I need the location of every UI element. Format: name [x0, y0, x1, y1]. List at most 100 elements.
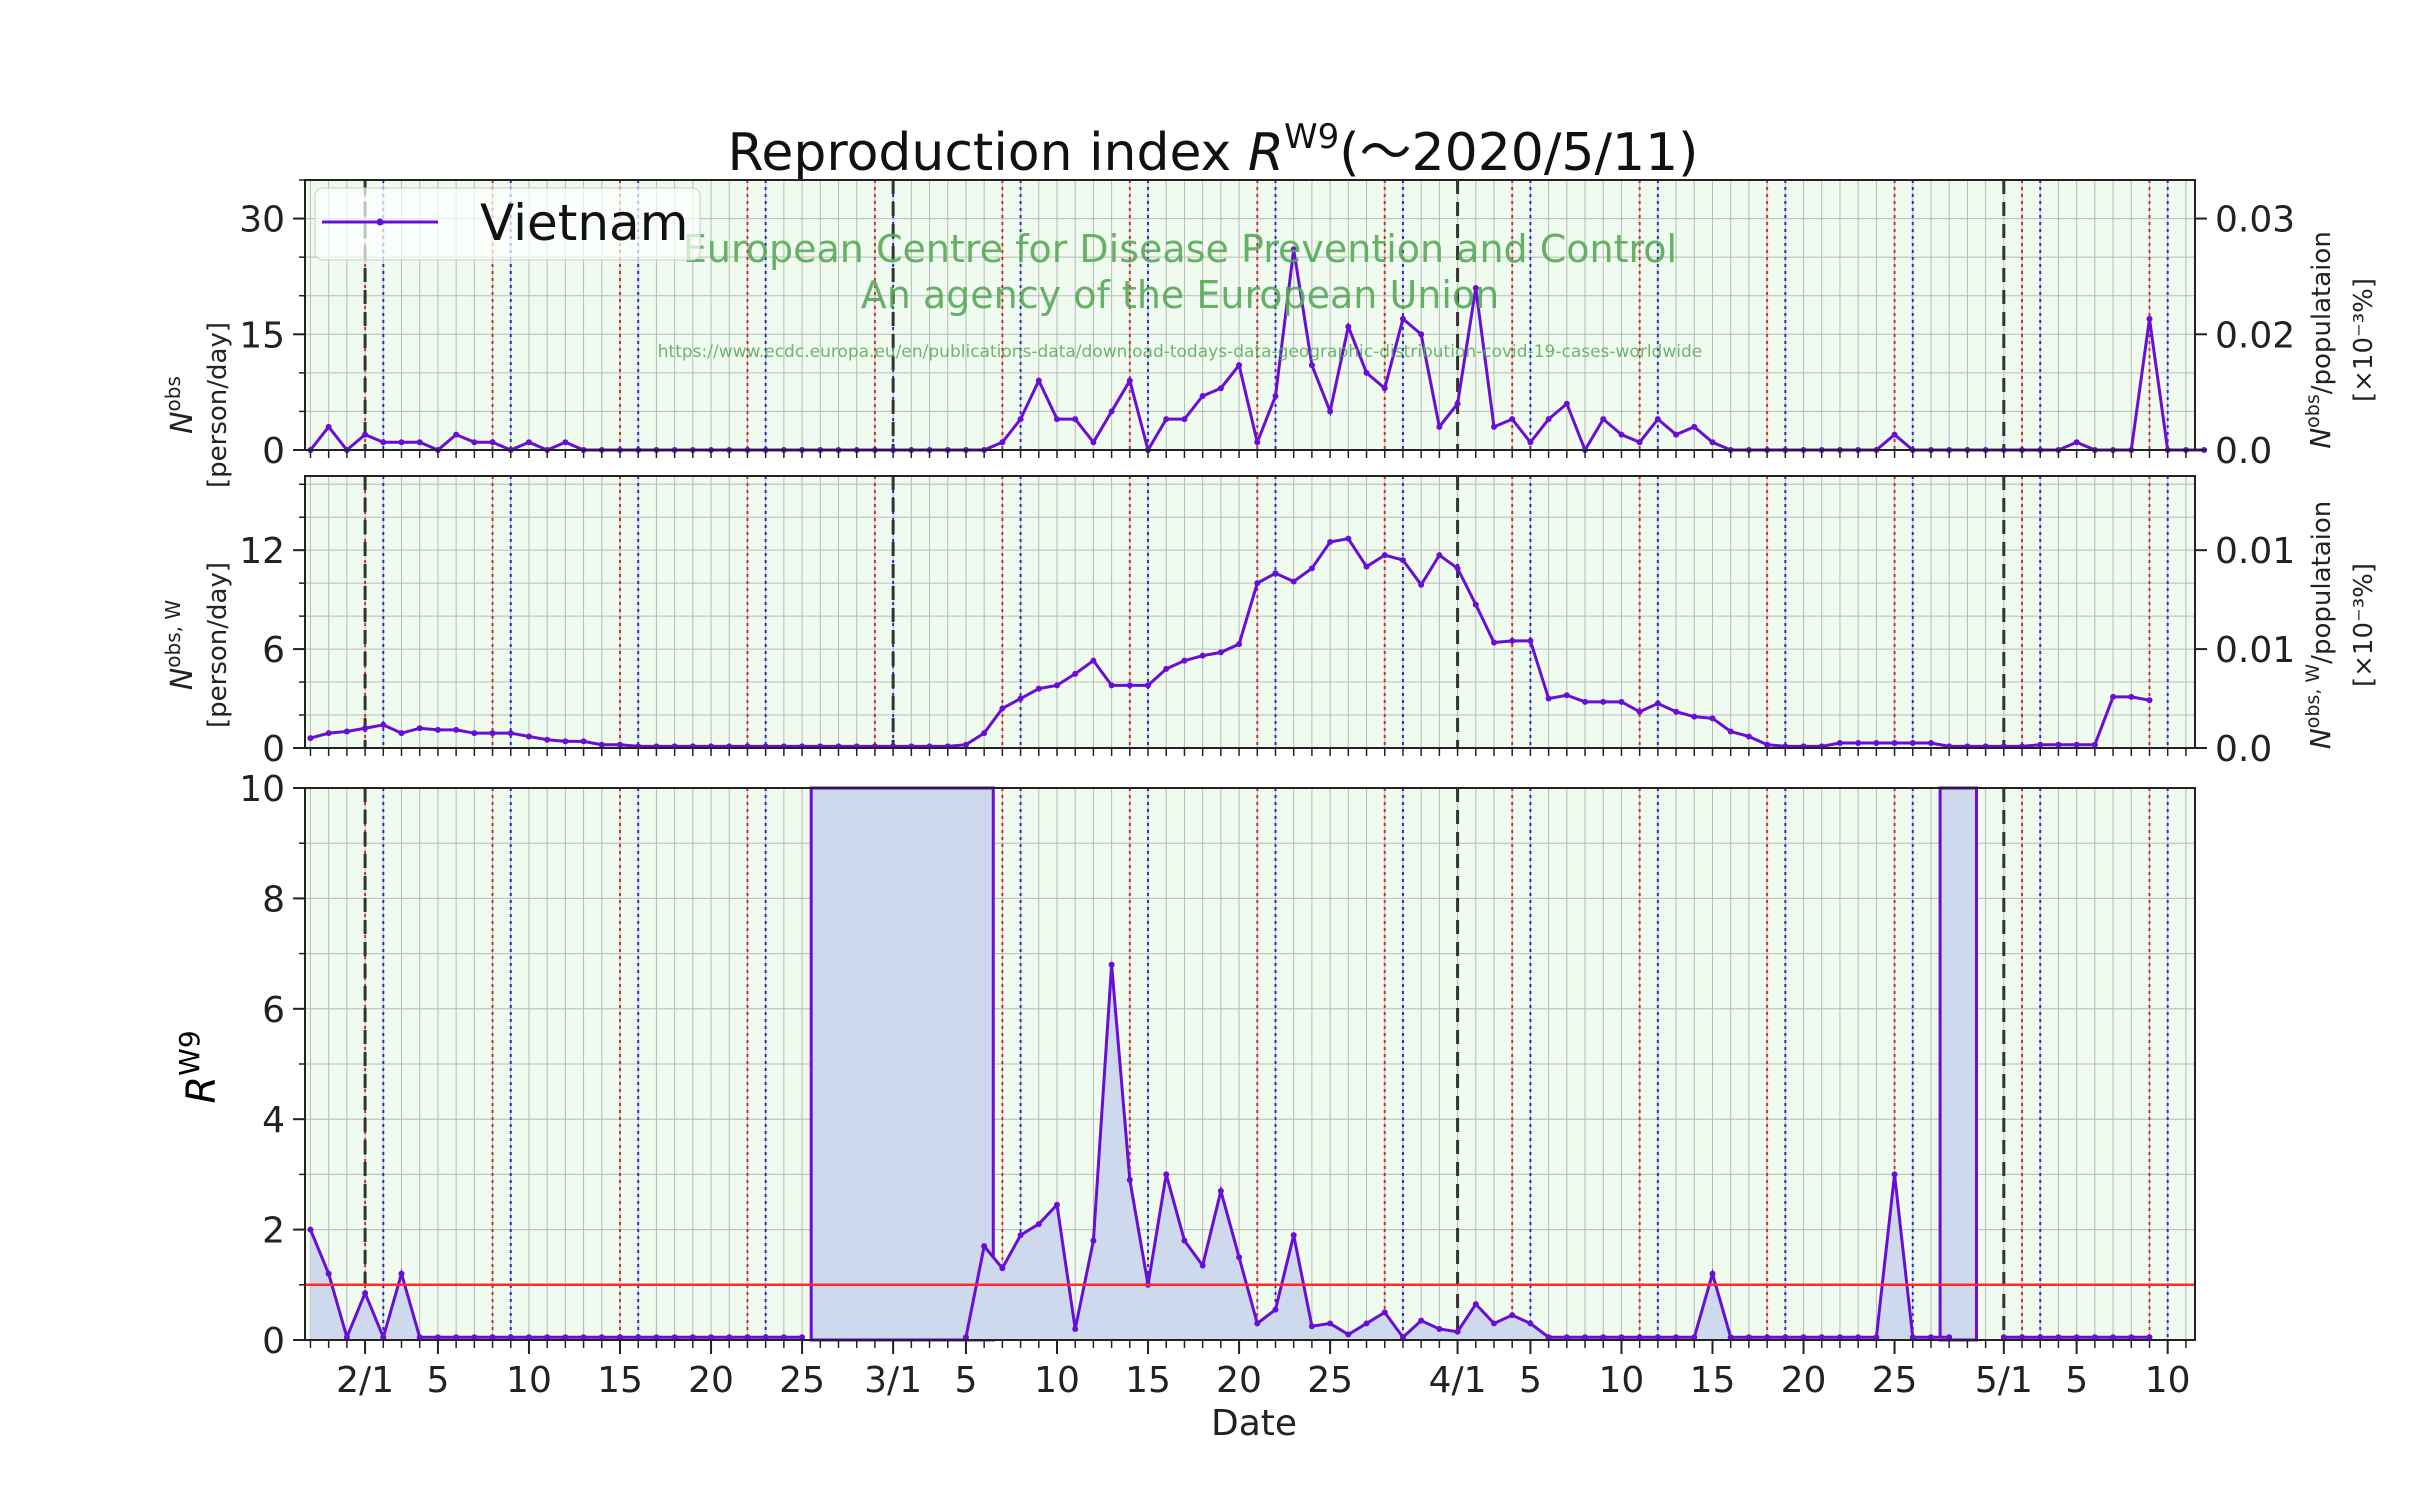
data-point: [1090, 657, 1097, 664]
data-point: [489, 1334, 496, 1341]
x-tick-label: 15: [1125, 1360, 1171, 1401]
data-point: [1399, 1334, 1406, 1341]
data-point: [1472, 285, 1479, 291]
data-point: [598, 1334, 605, 1341]
data-point: [1290, 1232, 1297, 1239]
data-point: [1217, 1187, 1224, 1194]
data-point: [1072, 1325, 1079, 1332]
data-point: [1764, 1334, 1771, 1341]
mid-y2label-unit: [×10⁻³%]: [2349, 563, 2379, 687]
data-point: [1709, 439, 1716, 446]
top-ylabel-unit: [person/day]: [203, 322, 233, 488]
y2-tick-label: 0.02: [2215, 315, 2295, 356]
data-point: [1399, 315, 1406, 322]
x-tick-label: 25: [1872, 1360, 1918, 1401]
weekly-average-panel: 0 6 12 0.0 0.01 0.01: [239, 475, 2295, 770]
data-point: [453, 1334, 460, 1341]
data-point: [2146, 697, 2153, 704]
data-point: [562, 1334, 569, 1341]
data-point: [471, 439, 478, 446]
data-point: [1254, 439, 1261, 446]
top-ylabel: Nobs: [161, 376, 200, 434]
data-point: [1345, 323, 1352, 330]
data-point: [1418, 1317, 1425, 1324]
data-point: [1691, 713, 1698, 720]
data-point: [1181, 657, 1188, 664]
y-tick-label: 10: [239, 769, 285, 810]
y-tick-label: 2: [262, 1211, 285, 1252]
data-point: [1509, 637, 1516, 644]
data-point: [434, 1334, 441, 1341]
x-tick-label: 10: [2145, 1360, 2191, 1401]
y-tick-label: 15: [239, 315, 285, 356]
data-point: [617, 1334, 623, 1341]
data-point: [1563, 692, 1570, 699]
data-point: [453, 431, 460, 438]
data-point: [780, 1334, 787, 1341]
data-point: [1545, 695, 1552, 702]
data-point: [1927, 740, 1934, 747]
data-point: [1582, 698, 1589, 705]
data-point: [1490, 639, 1497, 646]
data-point: [1381, 1309, 1388, 1316]
x-tick-label: 20: [1781, 1360, 1827, 1401]
data-point: [1600, 416, 1607, 423]
legend-label: Vietnam: [480, 194, 688, 252]
data-point: [598, 741, 605, 748]
data-point: [1472, 601, 1479, 608]
data-point: [726, 1334, 733, 1341]
axis-labels: Nobs [person/day] Nobs, W [person/day] R…: [161, 231, 2379, 1444]
data-point: [1017, 1232, 1024, 1239]
x-tick-label: 10: [1599, 1360, 1645, 1401]
data-point: [1199, 1262, 1206, 1269]
data-point: [307, 735, 314, 742]
data-point: [1927, 1334, 1934, 1341]
data-point: [1181, 1237, 1188, 1244]
x-tick-label: 2/1: [336, 1360, 394, 1401]
plot-frame: [304, 475, 2196, 749]
data-point: [1527, 637, 1534, 644]
data-point: [1600, 698, 1607, 705]
data-point: [799, 1334, 806, 1341]
data-point: [1236, 1254, 1243, 1261]
x-tick-label: 10: [506, 1360, 552, 1401]
data-point: [1108, 408, 1115, 415]
data-point: [708, 1334, 715, 1341]
data-point: [2055, 1334, 2062, 1341]
legend: Vietnam: [314, 187, 701, 261]
data-point: [453, 726, 460, 733]
data-point: [1855, 1334, 1862, 1341]
data-point: [380, 721, 387, 728]
data-point: [1254, 580, 1261, 587]
x-tick-label: 4/1: [1429, 1360, 1487, 1401]
data-point: [1035, 377, 1042, 384]
data-point: [999, 439, 1006, 446]
watermark-line-2: An agency of the European Union: [861, 273, 1500, 317]
data-point: [1836, 740, 1843, 747]
data-point: [1545, 416, 1552, 423]
data-point: [1090, 439, 1097, 446]
data-point: [380, 1334, 387, 1341]
data-point: [1363, 563, 1370, 570]
data-point: [1254, 1320, 1261, 1327]
data-point: [1618, 431, 1625, 438]
data-point: [362, 1290, 369, 1297]
data-point: [1108, 682, 1115, 689]
data-point: [1727, 1334, 1734, 1341]
data-point: [1691, 423, 1698, 430]
data-point: [1436, 552, 1443, 559]
x-tick-label: 15: [597, 1360, 643, 1401]
data-point: [1727, 728, 1734, 735]
data-point: [1673, 1334, 1680, 1341]
data-point: [1108, 961, 1115, 968]
x-tick-label: 5: [426, 1360, 449, 1401]
data-point: [398, 1270, 405, 1277]
data-point: [489, 730, 496, 737]
data-point: [1217, 649, 1224, 656]
data-point: [962, 1334, 969, 1341]
data-point: [1272, 570, 1279, 577]
data-point: [1909, 740, 1916, 747]
data-point: [562, 738, 569, 745]
bot-ylabel: RW9: [173, 1030, 225, 1103]
